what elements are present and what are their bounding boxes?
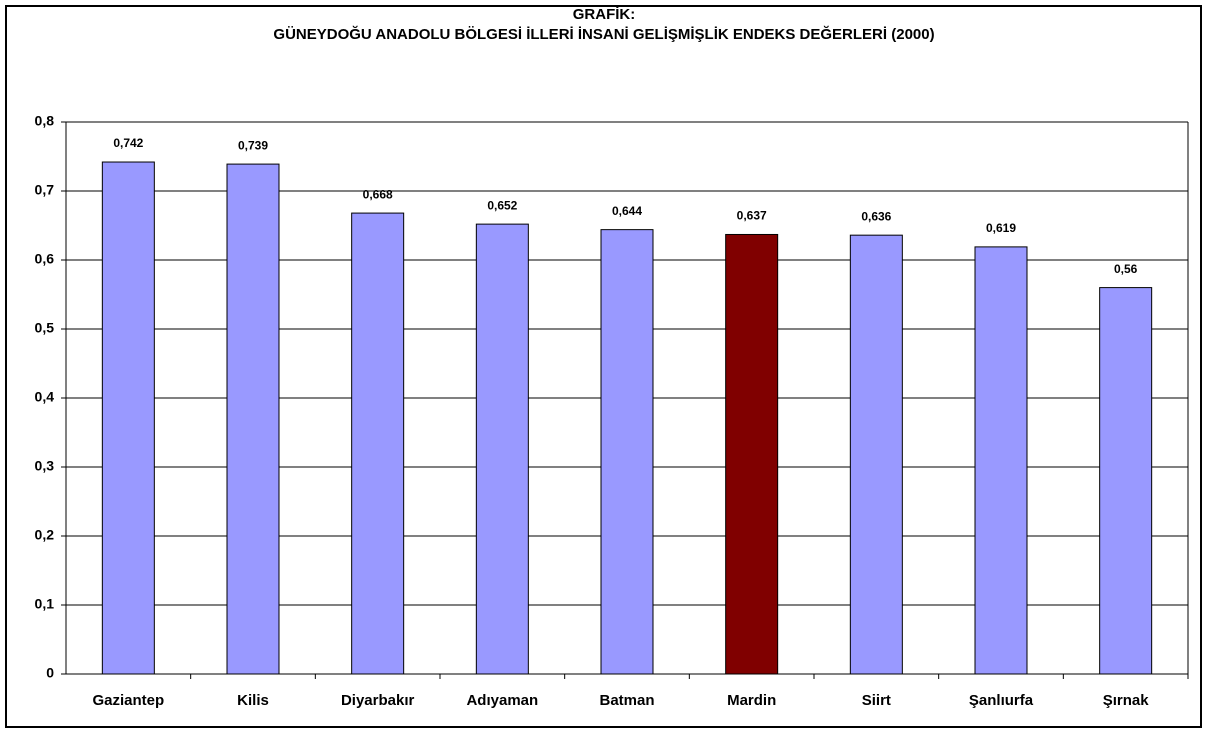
value-label: 0,619 <box>986 221 1016 235</box>
bar <box>475 223 529 675</box>
y-tick-label: 0,1 <box>35 596 55 612</box>
value-label: 0,739 <box>238 138 268 152</box>
value-label: 0,636 <box>861 209 891 223</box>
bar <box>849 234 903 675</box>
chart-subtitle: GÜNEYDOĞU ANADOLU BÖLGESİ İLLERİ İNSANİ … <box>273 25 934 43</box>
bar <box>351 212 405 675</box>
x-tick-label: Diyarbakır <box>341 692 415 709</box>
y-tick-label: 0,4 <box>35 389 55 405</box>
y-tick-label: 0,3 <box>35 458 55 474</box>
bar <box>101 161 155 675</box>
value-label: 0,652 <box>487 198 517 212</box>
y-tick-label: 0,8 <box>35 113 55 129</box>
bar <box>600 229 654 675</box>
x-tick-label: Mardin <box>727 692 776 709</box>
y-tick-label: 0,6 <box>35 251 55 267</box>
bar <box>725 233 779 675</box>
y-tick-label: 0,2 <box>35 527 55 543</box>
bar <box>226 163 280 675</box>
bar <box>1099 287 1153 675</box>
value-label: 0,644 <box>612 204 642 218</box>
y-tick-label: 0 <box>46 665 54 681</box>
x-tick-label: Şırnak <box>1103 692 1150 709</box>
x-tick-label: Adıyaman <box>466 692 538 709</box>
x-tick-label: Batman <box>599 692 654 709</box>
bar <box>974 246 1028 675</box>
chart-title: GRAFİK: <box>573 6 636 23</box>
x-tick-label: Kilis <box>237 692 269 709</box>
value-label: 0,742 <box>113 136 143 150</box>
value-label: 0,56 <box>1114 262 1138 276</box>
y-tick-label: 0,7 <box>35 182 55 198</box>
x-tick-label: Gaziantep <box>92 692 164 709</box>
x-tick-label: Siirt <box>862 692 891 709</box>
value-label: 0,637 <box>737 209 767 223</box>
y-tick-label: 0,5 <box>35 320 55 336</box>
x-tick-label: Şanlıurfa <box>969 692 1034 709</box>
value-label: 0,668 <box>363 187 393 201</box>
